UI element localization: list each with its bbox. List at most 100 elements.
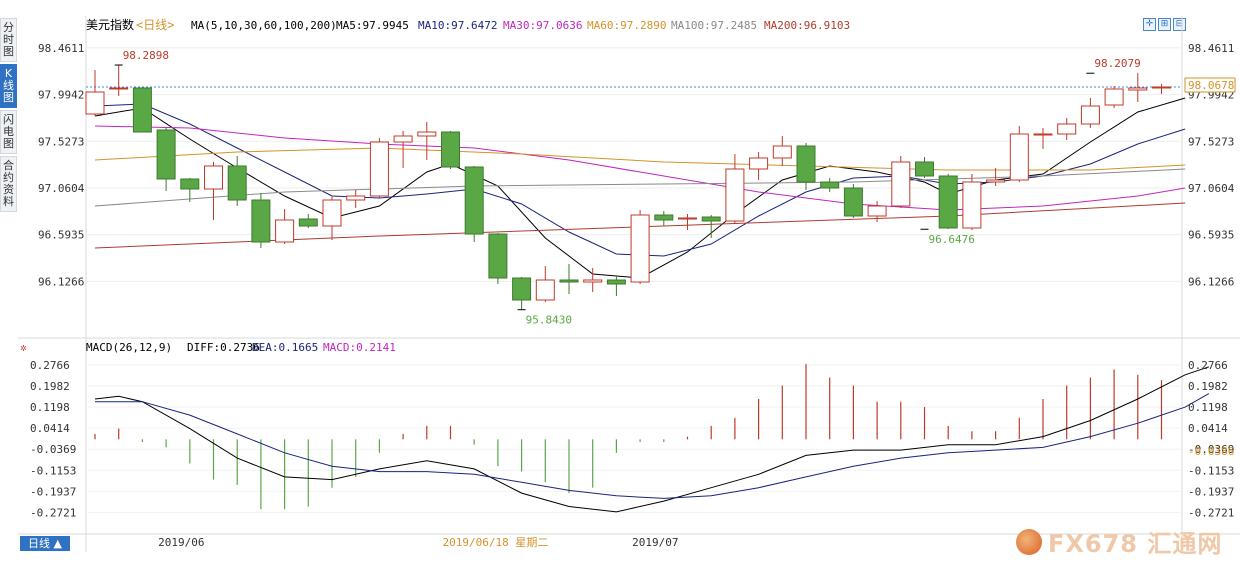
- macd-layer: [94, 364, 1210, 513]
- candle-body: [109, 87, 129, 90]
- macd-current-label: -0.0386: [1188, 445, 1234, 458]
- ma100-line: [94, 168, 1186, 207]
- chart-toolbar: ✛ ⊞ ⊟: [1143, 18, 1186, 31]
- candle-body: [867, 205, 887, 217]
- macd-value: MACD:0.2141: [323, 341, 396, 354]
- price-tick-left: 97.5273: [38, 135, 84, 148]
- macd-tick-right: -0.1153: [1188, 464, 1234, 477]
- ma-spec: MA(5,10,30,60,100,200): [191, 19, 337, 32]
- candle-body: [583, 279, 603, 283]
- macd-tick-left: -0.2721: [30, 506, 76, 519]
- current-price-box: [1184, 77, 1236, 93]
- candle-body: [488, 233, 508, 279]
- zoom-in-icon[interactable]: ⊞: [1158, 18, 1171, 31]
- candle-body: [204, 165, 223, 190]
- fx678-watermark: FX678 汇通网: [1016, 524, 1222, 559]
- candle-body: [986, 179, 1006, 183]
- chart-period: <日线>: [136, 18, 174, 32]
- candle-body: [1080, 105, 1100, 125]
- macd-tick-right: 0.0414: [1188, 422, 1228, 435]
- price-tick-left: 96.1266: [38, 275, 84, 288]
- tab-intraday[interactable]: 分时图: [0, 18, 17, 62]
- macd-tick-left: 0.2766: [30, 359, 70, 372]
- high-label: 98.2079: [1094, 57, 1140, 70]
- candle-body: [559, 279, 579, 283]
- price-tick-right: 96.5935: [1188, 229, 1234, 242]
- macd-tick-right: -0.2721: [1188, 506, 1234, 519]
- price-tick-right: 98.4611: [1188, 42, 1234, 55]
- high-label: 98.2898: [123, 49, 169, 62]
- candle-body: [962, 181, 982, 229]
- candles-layer: [85, 65, 1171, 310]
- macd-tick-left: -0.1937: [30, 485, 76, 498]
- diff-line: [94, 366, 1210, 513]
- macd-tick-left: -0.0369: [30, 443, 76, 456]
- candle-body: [749, 157, 769, 170]
- candle-body: [298, 218, 318, 227]
- candle-body: [441, 131, 460, 168]
- candle-body: [180, 178, 200, 190]
- macd-tick-right: 0.2766: [1188, 359, 1228, 372]
- price-tick-left: 96.5935: [38, 229, 84, 242]
- x-tick-label: 2019/07: [632, 536, 678, 549]
- candle-body: [322, 199, 342, 227]
- candle-body: [275, 219, 295, 243]
- candle-body: [1104, 88, 1124, 106]
- candle-body: [512, 277, 532, 301]
- candle-body: [346, 195, 366, 201]
- dea-value: DEA:0.1665: [252, 341, 318, 354]
- candle-body: [227, 165, 247, 201]
- macd-tick-left: 0.1198: [30, 401, 70, 414]
- ma100-value: MA100:97.2485: [671, 19, 757, 32]
- price-tick-left: 97.0604: [38, 182, 85, 195]
- candle-body: [417, 131, 437, 137]
- candle-body: [630, 214, 650, 283]
- period-selector[interactable]: 日线 ▲: [20, 536, 70, 551]
- ma5-value: MA5:97.9945: [336, 19, 409, 32]
- price-tick-left: 98.4611: [38, 42, 84, 55]
- candle-body: [678, 217, 697, 220]
- candle-body: [1057, 123, 1077, 135]
- candle-body: [891, 161, 911, 207]
- candle-body: [1152, 86, 1171, 89]
- candle-body: [1128, 87, 1148, 91]
- ma60-value: MA60:97.2890: [587, 19, 666, 32]
- macd-tick-right: 0.1982: [1188, 380, 1228, 393]
- crosshair-icon[interactable]: ✛: [1143, 18, 1156, 31]
- candle-body: [535, 279, 555, 301]
- candle-body: [369, 141, 389, 197]
- candle-body: [85, 91, 105, 115]
- candle-body: [796, 145, 816, 183]
- macd-tick-left: 0.0414: [30, 422, 70, 435]
- candle-body: [772, 145, 792, 159]
- dea-line: [95, 393, 1210, 499]
- price-tick-right: 97.5273: [1188, 135, 1234, 148]
- chart-title: 美元指数: [86, 17, 134, 32]
- tab-flash[interactable]: 闪电图: [0, 110, 17, 154]
- ma30-value: MA30:97.0636: [503, 19, 582, 32]
- price-tick-right: 97.0604: [1188, 182, 1235, 195]
- tab-contract-info[interactable]: 合约资料: [0, 156, 17, 212]
- current-price-label: 98.0678: [1188, 79, 1234, 92]
- candle-body: [820, 181, 840, 189]
- grid-layer: [18, 16, 1240, 552]
- fx678-logo-icon: [1016, 528, 1042, 555]
- ma10-value: MA10:97.6472: [418, 19, 497, 32]
- candle-body: [843, 187, 863, 217]
- candle-body: [1009, 133, 1029, 181]
- price-tick-right: 96.1266: [1188, 275, 1234, 288]
- candle-body: [132, 87, 152, 133]
- zoom-out-icon[interactable]: ⊟: [1173, 18, 1186, 31]
- candle-body: [156, 129, 176, 180]
- ma60-line: [94, 147, 1186, 171]
- macd-gear-icon[interactable]: ✲: [20, 341, 27, 354]
- macd-tick-left: 0.1982: [30, 380, 70, 393]
- candle-body: [251, 199, 271, 243]
- candle-body: [725, 168, 745, 222]
- macd-tick-left: -0.1153: [30, 464, 76, 477]
- tab-kline[interactable]: K线图: [0, 64, 17, 108]
- x-tick-label: 2019/06/18 星期二: [443, 536, 549, 549]
- watermark-text: FX678 汇通网: [1048, 530, 1223, 558]
